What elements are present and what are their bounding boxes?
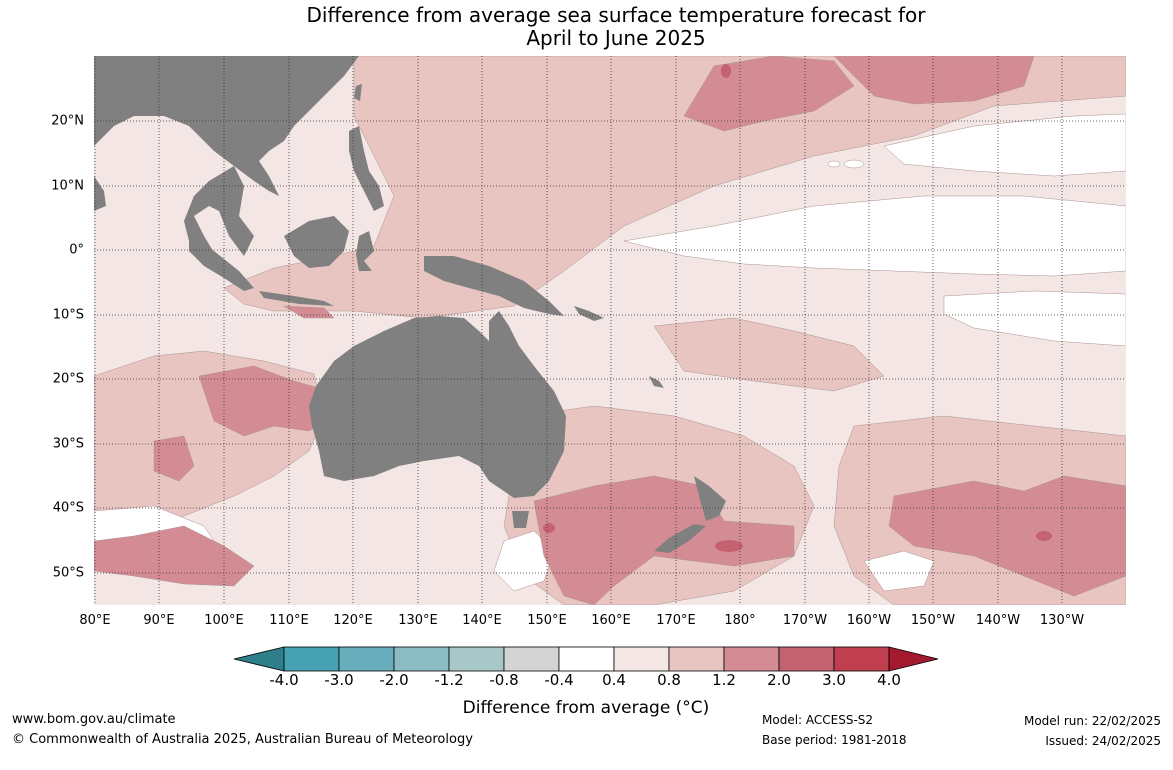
colorbar-swatch — [613, 646, 670, 672]
colorbar-swatch — [723, 646, 780, 672]
anomaly-region-below-04-equatorial — [623, 195, 1126, 277]
colorbar-swatch — [393, 646, 450, 672]
sst-anomaly-map — [94, 56, 1126, 605]
lat-label: 10°S — [52, 307, 84, 323]
lon-label: 160°E — [591, 613, 631, 628]
footer-base-period: Base period: 1981-2018 — [762, 733, 907, 747]
land-new-guinea — [424, 256, 564, 316]
land-borneo — [284, 216, 349, 268]
land-solomons — [574, 306, 604, 321]
anomaly-region-20-30 — [715, 540, 743, 552]
land-australia — [309, 311, 566, 498]
lon-label: 100°E — [204, 613, 244, 628]
colorbar-tick: 1.2 — [712, 671, 736, 689]
lat-label: 10°N — [51, 178, 84, 194]
colorbar-swatch — [668, 646, 725, 672]
colorbar-title: Difference from average (°C) — [462, 698, 710, 718]
lon-label: 120°E — [333, 613, 373, 628]
colorbar-tick: 0.4 — [602, 671, 626, 689]
map-title: Difference from average sea surface temp… — [0, 4, 1173, 50]
lat-label: 40°S — [52, 500, 84, 516]
anomaly-region-20-30 — [543, 523, 555, 533]
anomaly-region-20-30 — [1036, 531, 1052, 541]
anomaly-region-below-04-southeast — [943, 290, 1126, 347]
anomaly-region-below-04-southpac — [863, 550, 935, 592]
lon-label: 140°E — [462, 613, 502, 628]
title-line-1: Difference from average sea surface temp… — [306, 3, 926, 27]
footer-model-run: Model run: 22/02/2025 — [1023, 714, 1161, 728]
land-sulawesi — [356, 231, 374, 271]
colorbar-tick: -0.8 — [489, 671, 519, 689]
footer-copyright: © Commonwealth of Australia 2025, Austra… — [12, 732, 473, 747]
lon-label: 110°E — [269, 613, 309, 628]
land-java — [259, 291, 334, 306]
footer-url[interactable]: www.bom.gov.au/climate — [12, 712, 176, 727]
colorbar-tick: -1.2 — [434, 671, 464, 689]
anomaly-region-08-12 — [223, 56, 1126, 319]
footer-model: Model: ACCESS-S2 — [762, 713, 874, 727]
anomaly-region-below-04-small — [843, 159, 865, 169]
lon-label: 80°E — [79, 613, 111, 628]
anomaly-region-below-04-northeast — [883, 113, 1126, 177]
anomaly-region-below-04-tasman — [493, 530, 555, 592]
land-nz-north — [694, 476, 726, 521]
anomaly-region-12-20-west — [153, 435, 195, 482]
colorbar-swatch — [833, 646, 890, 672]
colorbar-swatch — [503, 646, 560, 672]
lon-label: 130°W — [1039, 613, 1085, 628]
footer-issued: Issued: 24/02/2025 — [1045, 734, 1161, 748]
lon-label: 170°W — [782, 613, 828, 628]
colorbar-swatch — [778, 646, 835, 672]
lon-label: 130°E — [398, 613, 438, 628]
lat-label: 20°S — [52, 371, 84, 387]
land-taiwan — [354, 84, 362, 101]
land-philippines — [349, 126, 384, 211]
colorbar — [233, 646, 939, 672]
lon-label: 170°E — [656, 613, 696, 628]
lon-label: 180° — [724, 613, 756, 628]
anomaly-region-below-04-small — [827, 160, 841, 168]
lon-label: 90°E — [143, 613, 175, 628]
colorbar-tick: 3.0 — [822, 671, 846, 689]
lat-label: 50°S — [52, 565, 84, 581]
colorbar-tick: -0.4 — [544, 671, 574, 689]
colorbar-tick: 4.0 — [877, 671, 901, 689]
anomaly-region-12-20-bali — [283, 305, 335, 319]
colorbar-swatch — [338, 646, 395, 672]
colorbar-swatch — [283, 646, 340, 672]
anomaly-region-12-20-northeast — [833, 56, 1035, 105]
land-asia-mainland — [94, 56, 359, 196]
title-line-2: April to June 2025 — [526, 26, 706, 50]
land-india-east — [94, 176, 106, 211]
lon-label: 150°W — [910, 613, 956, 628]
colorbar-swatch — [448, 646, 505, 672]
land-nz-south — [654, 524, 706, 553]
lon-label: 150°E — [527, 613, 567, 628]
colorbar-tick: -4.0 — [269, 671, 299, 689]
lat-label: 20°N — [51, 113, 84, 129]
colorbar-min-arrow — [233, 646, 285, 672]
colorbar-tick: 2.0 — [767, 671, 791, 689]
land-masses — [94, 56, 726, 553]
land-tasmania — [512, 511, 529, 528]
colorbar-max-arrow — [888, 646, 939, 672]
lat-label: 30°S — [52, 436, 84, 452]
map-svg — [94, 56, 1126, 605]
colorbar-tick: -3.0 — [324, 671, 354, 689]
anomaly-region-08-12-pacific — [653, 317, 885, 392]
lat-label: 0° — [69, 242, 84, 258]
map-gridlines — [94, 56, 1126, 605]
colorbar-tick: -2.0 — [379, 671, 409, 689]
colorbar-swatch — [558, 646, 615, 672]
anomaly-region-12-20-southeast — [888, 475, 1126, 597]
lon-label: 160°W — [846, 613, 892, 628]
colorbar-tick: 0.8 — [657, 671, 681, 689]
anomaly-region-20-30 — [721, 64, 731, 78]
lon-label: 140°W — [975, 613, 1021, 628]
